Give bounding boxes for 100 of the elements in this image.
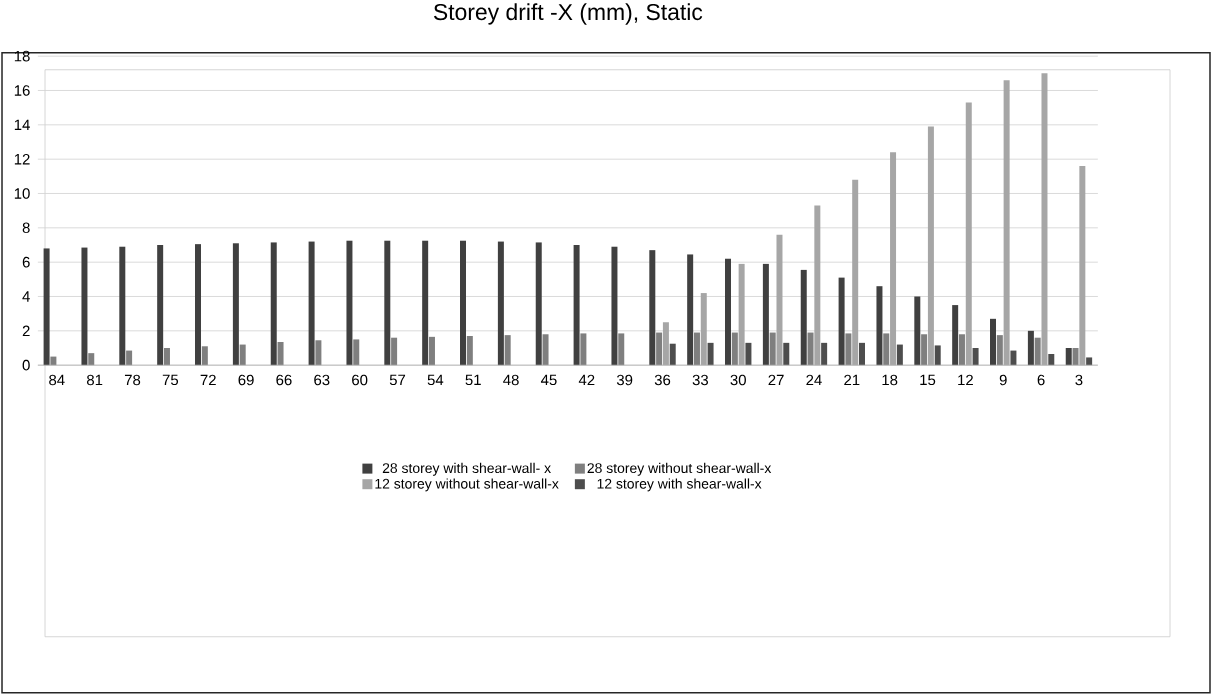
bar [1065, 348, 1072, 366]
y-tick-label: 12 [14, 154, 30, 165]
bar [611, 246, 618, 366]
legend-label: 28 storey without shear-wall-x [587, 462, 772, 476]
bar [972, 348, 979, 366]
bar [921, 334, 928, 366]
bar [542, 334, 549, 366]
y-tick-label: 14 [14, 119, 30, 131]
x-tick-label: 36 [654, 374, 671, 386]
bar [669, 343, 676, 366]
bar [845, 333, 852, 366]
x-tick-label: 45 [540, 374, 557, 386]
bar [384, 240, 391, 366]
x-tick-label: 18 [882, 374, 898, 386]
x-tick-label: 63 [314, 374, 330, 386]
x-tick-label: 78 [124, 374, 141, 386]
bar [762, 263, 769, 366]
bar [460, 240, 467, 366]
bar [707, 342, 714, 366]
bar [838, 277, 845, 366]
bar [876, 286, 883, 366]
legend-label: 12 storey with shear-wall-x [597, 478, 762, 492]
x-tick-label: 27 [768, 374, 784, 386]
y-tick-label: 10 [14, 188, 30, 199]
x-tick-label: 3 [1075, 374, 1083, 386]
bar [783, 342, 790, 366]
legend-label: 12 storey without shear-wall-x [375, 478, 559, 492]
bar [391, 337, 398, 366]
bar [896, 344, 903, 366]
bar [769, 332, 776, 366]
y-tick-label: 0 [22, 359, 30, 371]
x-tick-label: 81 [87, 374, 103, 386]
x-tick-label: 30 [730, 374, 746, 386]
bar [126, 350, 133, 366]
x-tick-label: 24 [806, 374, 822, 386]
bar [504, 335, 511, 366]
bar [618, 333, 625, 366]
bar [573, 245, 580, 366]
legend-label: 28 storey with shear-wall- x [382, 462, 551, 476]
bar [1010, 350, 1017, 366]
bar [958, 334, 965, 366]
y-tick-label: 8 [22, 222, 30, 234]
x-tick-label: 33 [692, 374, 709, 386]
x-tick-label: 39 [616, 374, 633, 386]
bar [270, 242, 277, 366]
bar [821, 342, 828, 366]
x-tick-label: 57 [389, 374, 406, 386]
bar [1048, 354, 1055, 366]
bar [232, 243, 239, 366]
bar [239, 344, 246, 366]
bar [195, 244, 202, 366]
bar [800, 270, 807, 366]
bar [466, 336, 473, 366]
bar [201, 346, 208, 366]
x-tick-label: 48 [503, 374, 519, 386]
bar [687, 254, 694, 366]
y-tick-label: 18 [14, 50, 30, 62]
bar [656, 332, 663, 366]
bar [693, 332, 700, 366]
bar [731, 332, 738, 366]
bar [308, 241, 315, 366]
bar [43, 248, 50, 366]
bar [428, 336, 435, 366]
x-tick-label: 15 [920, 374, 936, 386]
bar [914, 296, 921, 366]
bar [1072, 348, 1079, 366]
bar [649, 250, 656, 366]
x-tick-label: 12 [958, 374, 973, 386]
bar [535, 242, 542, 366]
x-tick-label: 6 [1037, 374, 1045, 386]
bar [883, 333, 890, 366]
y-tick-label: 2 [22, 325, 30, 337]
bar [859, 342, 865, 366]
bar [1027, 330, 1034, 366]
bar [50, 356, 57, 366]
bar [346, 240, 353, 366]
bar [990, 318, 997, 366]
bar [163, 348, 170, 366]
y-tick-label: 16 [14, 85, 30, 96]
x-tick-label: 72 [200, 374, 216, 386]
x-tick-label: 42 [578, 374, 595, 386]
bar [422, 240, 429, 366]
x-tick-label: 66 [276, 374, 292, 386]
bar [119, 246, 126, 366]
x-tick-label: 54 [427, 374, 444, 386]
bar [934, 345, 941, 366]
bar [807, 332, 814, 366]
x-tick-label: 21 [844, 374, 860, 386]
bar [996, 335, 1003, 366]
x-tick-label: 75 [162, 374, 179, 386]
x-tick-label: 60 [352, 374, 368, 386]
bar [315, 340, 322, 366]
x-tick-label: 9 [999, 374, 1007, 386]
bar [353, 339, 360, 366]
bar [1086, 357, 1093, 366]
x-tick-label: 84 [49, 374, 65, 386]
x-tick-label: 51 [465, 374, 481, 386]
y-tick-label: 4 [22, 291, 30, 302]
bar [88, 353, 95, 366]
bar [952, 305, 959, 366]
